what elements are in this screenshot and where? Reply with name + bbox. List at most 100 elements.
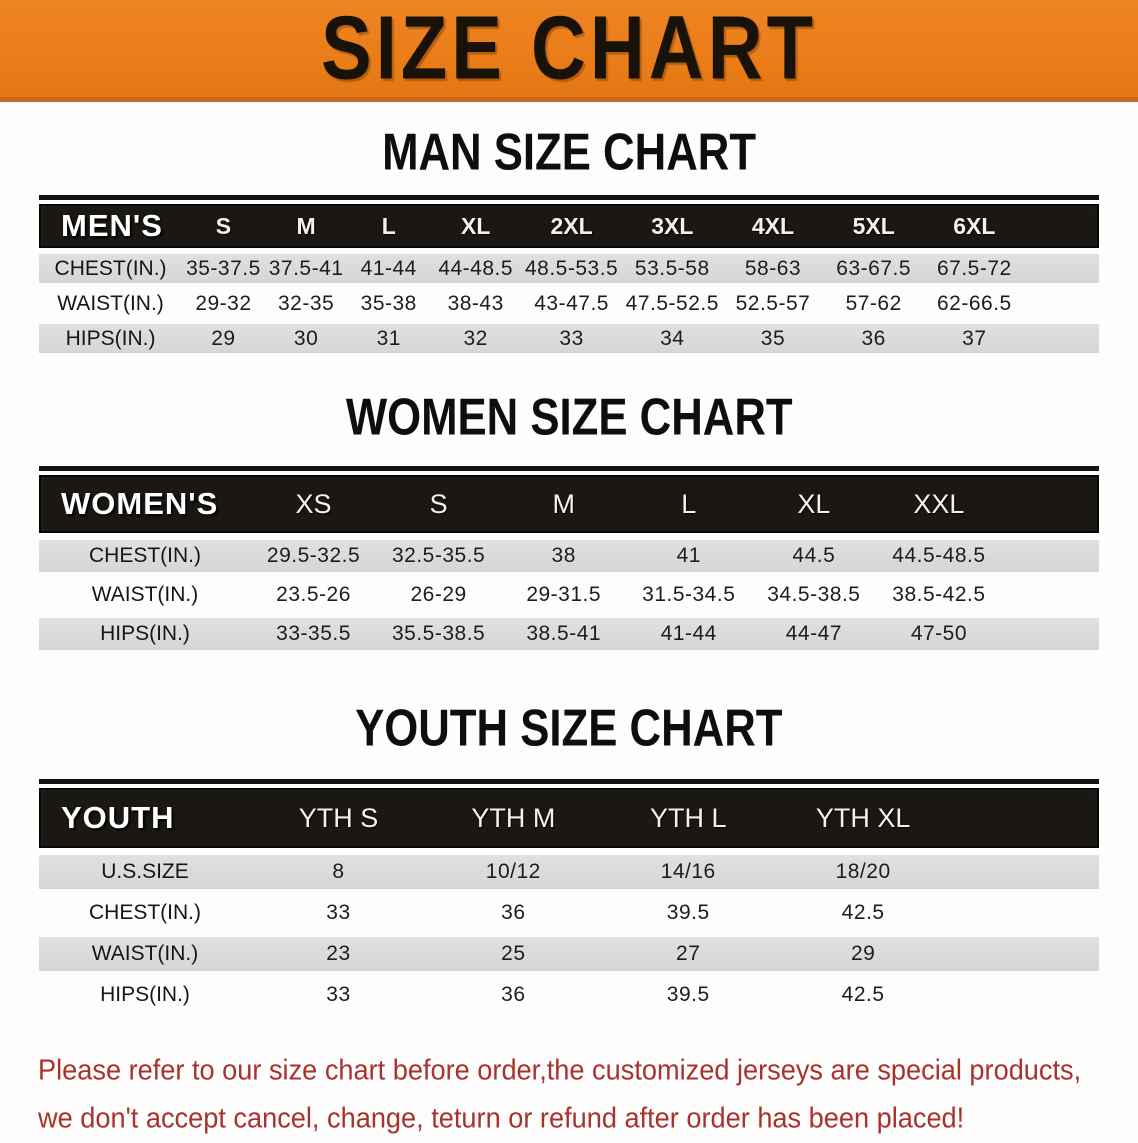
- value-cell: 43-47.5: [534, 291, 609, 315]
- header-group-label: YOUTH: [61, 800, 175, 835]
- data-row: WAIST(IN.) 23.5-26 26-29 29-31.5 31.5-34.5 34…: [39, 579, 1099, 611]
- size-chart-banner: SIZE CHART: [0, 0, 1138, 102]
- header-size-cell: 2XL: [550, 212, 593, 239]
- header-size-cell: XL: [797, 488, 831, 519]
- value-cell: 29: [211, 326, 236, 350]
- header-size-cell: 4XL: [751, 212, 795, 239]
- value-cell: 35.5-38.5: [391, 622, 486, 645]
- mens-size-table: MEN'S S M L XL 2XL 3XL 4XL 5XL 6XL CHEST(IN.) 35-37…: [39, 195, 1099, 353]
- header-size-cell: XL: [460, 212, 491, 239]
- youth-section-title: YOUTH SIZE CHART: [0, 698, 1138, 756]
- data-row: CHEST(IN.) 35-37.5 37.5-41 41-44 44-48.5 48.5…: [39, 254, 1099, 283]
- data-row: HIPS(IN.) 33-35.5 35.5-38.5 38.5-41 41-44 44-…: [39, 618, 1099, 650]
- value-cell: 42.5: [841, 901, 885, 924]
- data-row: WAIST(IN.) 23 25 27 29: [39, 937, 1099, 971]
- data-row: HIPS(IN.) 33 36 39.5 42.5: [39, 978, 1099, 1012]
- value-cell: 52.5-57: [735, 291, 811, 315]
- value-cell: 39.5: [666, 901, 710, 924]
- banner-title: SIZE CHART: [321, 0, 817, 99]
- value-cell: 23: [326, 942, 351, 965]
- value-cell: 39.5: [666, 983, 710, 1006]
- footer-disclaimer-line-1: Please refer to our size chart before or…: [38, 1053, 1082, 1086]
- header-size-cell: XXL: [913, 488, 965, 519]
- header-group-label: WOMEN'S: [61, 486, 219, 521]
- value-cell: 26-29: [410, 583, 467, 606]
- value-cell: 38.5-42.5: [892, 583, 986, 606]
- header-size-cell: YTH XL: [815, 802, 911, 833]
- header-size-cell: S: [429, 488, 448, 519]
- row-label-cell: CHEST(IN.): [89, 544, 201, 567]
- value-cell: 10/12: [485, 860, 541, 883]
- row-label-cell: U.S.SIZE: [101, 860, 189, 883]
- value-cell: 31: [376, 326, 401, 350]
- data-row: U.S.SIZE 8 10/12 14/16 18/20: [39, 855, 1099, 889]
- value-cell: 27: [676, 942, 701, 965]
- header-size-cell: M: [296, 212, 316, 239]
- value-cell: 29.5-32.5: [266, 544, 361, 567]
- header-size-cell: YTH M: [471, 802, 556, 833]
- value-cell: 35: [760, 326, 786, 350]
- table-header-row: MEN'S S M L XL 2XL 3XL 4XL 5XL 6XL: [39, 204, 1099, 248]
- value-cell: 30: [293, 326, 319, 350]
- header-size-cell: L: [381, 212, 396, 239]
- header-size-cell: S: [215, 212, 232, 239]
- value-cell: 47-50: [910, 622, 968, 645]
- row-label-cell: WAIST(IN.): [91, 583, 199, 606]
- header-size-cell: 5XL: [852, 212, 895, 239]
- value-cell: 18/20: [835, 860, 891, 883]
- value-cell: 48.5-53.5: [524, 256, 619, 280]
- value-cell: 36: [501, 901, 526, 924]
- header-size-cell: XS: [295, 488, 332, 519]
- value-cell: 33: [326, 901, 351, 924]
- value-cell: 32: [463, 326, 488, 350]
- value-cell: 44-47: [785, 622, 842, 645]
- value-cell: 36: [861, 326, 886, 350]
- data-row: CHEST(IN.) 33 36 39.5 42.5: [39, 896, 1099, 930]
- value-cell: 38-43: [447, 291, 504, 315]
- value-cell: 32.5-35.5: [391, 544, 486, 567]
- womens-size-table: WOMEN'S XS S M L XL XXL CHEST(IN.) 29.5-32.5 32.5…: [39, 466, 1099, 650]
- man-section-title: MAN SIZE CHART: [0, 122, 1138, 180]
- value-cell: 41-44: [360, 256, 417, 280]
- youth-size-table: YOUTH YTH S YTH M YTH L YTH XL U.S.SIZE 8 10/12…: [39, 779, 1099, 1012]
- row-label-cell: HIPS(IN.): [100, 622, 190, 645]
- value-cell: 53.5-58: [634, 256, 710, 280]
- row-label-cell: HIPS(IN.): [65, 326, 156, 350]
- value-cell: 63-67.5: [836, 256, 912, 280]
- header-size-cell: M: [552, 488, 575, 519]
- value-cell: 34.5-38.5: [767, 583, 861, 606]
- value-cell: 44.5-48.5: [892, 544, 986, 567]
- row-label-cell: CHEST(IN.): [89, 901, 201, 924]
- header-size-cell: L: [681, 488, 697, 519]
- value-cell: 34: [660, 326, 685, 350]
- footer-disclaimer: Please refer to our size chart before or…: [0, 1046, 1138, 1142]
- header-size-cell: YTH L: [649, 802, 727, 833]
- value-cell: 41: [676, 544, 701, 567]
- value-cell: 44-48.5: [438, 256, 514, 280]
- women-section-title: WOMEN SIZE CHART: [0, 387, 1138, 446]
- data-row: CHEST(IN.) 29.5-32.5 32.5-35.5 38 41 44.5 44.5…: [39, 540, 1099, 572]
- data-row: HIPS(IN.) 29 30 31 32 33 34 35 36 37: [39, 324, 1099, 353]
- value-cell: 33: [559, 326, 584, 350]
- data-row: WAIST(IN.) 29-32 32-35 35-38 38-43 43-47.5 47.…: [39, 289, 1099, 318]
- value-cell: 37.5-41: [268, 256, 344, 280]
- footer-disclaimer-line-2: we don't accept cancel, change, teturn o…: [38, 1101, 965, 1134]
- value-cell: 57-62: [845, 291, 902, 315]
- value-cell: 42.5: [841, 983, 885, 1006]
- row-label-cell: HIPS(IN.): [100, 983, 190, 1006]
- value-cell: 35-37.5: [186, 256, 261, 280]
- row-label-cell: WAIST(IN.): [57, 291, 164, 315]
- value-cell: 62-66.5: [936, 291, 1012, 315]
- value-cell: 14/16: [660, 860, 716, 883]
- value-cell: 44.5: [792, 544, 836, 567]
- value-cell: 29: [850, 942, 876, 965]
- value-cell: 47.5-52.5: [625, 291, 719, 315]
- header-group-label: MEN'S: [61, 208, 163, 243]
- value-cell: 32-35: [277, 291, 335, 315]
- value-cell: 29-32: [195, 291, 252, 315]
- table-header-row: YOUTH YTH S YTH M YTH L YTH XL: [39, 788, 1099, 848]
- value-cell: 29-31.5: [526, 583, 602, 606]
- women-section-title-text: WOMEN SIZE CHART: [345, 387, 793, 446]
- value-cell: 38: [551, 544, 576, 567]
- value-cell: 31.5-34.5: [642, 583, 736, 606]
